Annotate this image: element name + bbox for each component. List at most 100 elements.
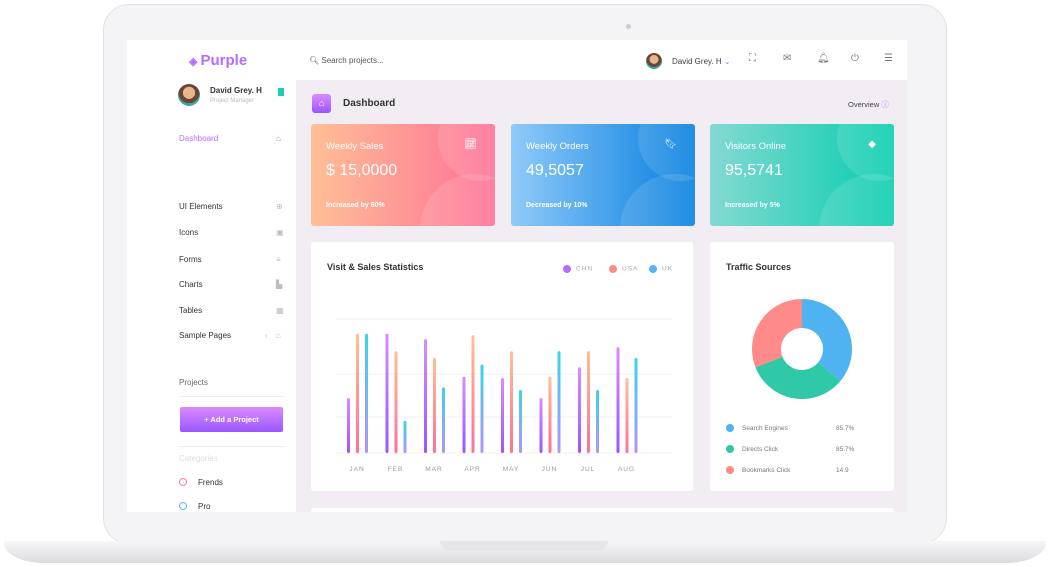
bar-uk-jul [596,390,599,453]
card-weekly-orders: Weekly Orders 49,5057 Decreased by 10% 🔖︎ [511,124,695,226]
bookmark-icon [278,88,284,96]
sidebar-item-icons[interactable]: Icons [179,228,199,237]
legend-label: Search Engines [742,425,788,432]
laptop-base [4,541,1046,563]
fullscreen-icon[interactable]: ⛶ [749,53,756,64]
sidebar-item-dashboard[interactable]: Dashboard [179,134,219,143]
home-icon: ⌂ [312,94,331,113]
bar-usa-aug [625,377,629,453]
contacts-icon: ▣ [276,228,284,237]
logo-text: Purple [200,52,248,69]
bar-usa-apr [471,335,475,453]
circle-icon [179,502,187,510]
card-footer: Increased by 5% [725,202,780,209]
sidebar-item-tables[interactable]: Tables [179,306,203,315]
card-title: Weekly Orders [526,141,589,152]
power-icon[interactable]: ⏻ [851,53,859,64]
card-title: Visitors Online [725,141,787,152]
legend-label: Directs Click [742,446,779,453]
decor-circle [438,124,495,181]
avatar[interactable] [646,53,662,69]
bar-usa-feb [394,351,398,453]
sidebar-item-sample-pages[interactable]: Sample Pages [179,331,232,340]
chevron-left-icon: ‹ [265,331,268,340]
screen: ◈ Purple 🔍︎ Search projects... David Gre… [127,40,907,512]
user-name: David Grey. H [672,57,722,66]
legend-dot [726,445,734,453]
legend-label: CHN [576,265,594,273]
bar-usa-mar [433,357,436,453]
bar-chn-jul [578,367,581,453]
bar-uk-feb [403,420,407,453]
next-panel [311,508,894,512]
user-menu[interactable]: David Grey. H ⌄ [672,57,731,66]
bar-uk-aug [634,357,638,453]
traffic-sources-panel: Traffic Sources Search Engines 85.7% Dir… [710,242,894,491]
donut-slice-directs-click [755,356,841,399]
bar-chn-aug [616,347,620,453]
card-footer: Decreased by 10% [526,202,588,209]
page-title: Dashboard [343,98,396,109]
search-placeholder: Search projects... [321,56,384,65]
bar-chn-mar [424,339,427,453]
legend-dot [563,265,571,273]
decor-circle [837,124,894,181]
legend-uk: UK [649,265,673,273]
home-icon: ⌂ [276,134,281,143]
legend-dot [649,265,657,273]
chart-title: Visit & Sales Statistics [327,262,424,272]
legend-label: UK [662,265,674,273]
main-content: ⌂ Dashboard Overview ⓘ Weekly Sales $ 15,… [296,80,907,512]
sidebar: David Grey. H Project Manager Dashboard … [127,80,296,512]
legend-label: USA [622,265,639,273]
search-icon: 🔍︎ [309,56,322,65]
profile-role: Project Manager [210,98,255,104]
chart-bar-icon: ▙ [276,280,283,289]
decor-circle [819,174,894,226]
chart-line-icon: 📈︎ [464,139,477,150]
x-tick-label: MAY [503,466,520,473]
legend-value: 14.9 [836,467,849,474]
legend-label: Bookmarks Click [742,467,791,474]
bar-uk-apr [480,364,484,453]
overview-link[interactable]: Overview ⓘ [848,99,889,110]
legend-usa: USA [609,265,638,273]
sidebar-item-ui-elements[interactable]: UI Elements [179,202,223,211]
divider [179,396,285,397]
decor-circle [420,174,495,226]
category-pro[interactable]: Pro [198,502,211,511]
donut-chart [752,299,852,399]
bar-chn-feb [385,333,389,453]
add-project-button[interactable]: + Add a Project [180,407,283,432]
chart-title: Traffic Sources [726,262,792,272]
bar-chn-jun [539,398,543,453]
x-tick-label: APR [464,466,480,473]
bookmark-icon: 🔖︎ [664,139,677,150]
projects-heading: Projects [179,378,208,387]
sidebar-item-charts[interactable]: Charts [179,280,203,289]
legend-dot [609,265,617,273]
x-tick-label: JUN [542,466,558,473]
laptop-notch [440,541,608,551]
lock-icon: ⌂ [276,331,281,340]
bell-icon[interactable]: 🔔︎ [817,53,830,64]
menu-icon[interactable]: ☰ [884,53,893,64]
mail-icon[interactable]: ✉ [783,53,792,64]
sidebar-item-forms[interactable]: Forms [179,255,202,264]
overview-label: Overview [848,100,880,109]
categories-heading: Categories [179,454,218,463]
x-tick-label: MAR [425,466,442,473]
bar-chn-jan [347,398,350,453]
bar-usa-jan [356,333,359,453]
x-tick-label: AUG [618,466,635,473]
card-value: $ 15,0000 [326,162,398,179]
legend-dot [726,466,734,474]
donut-slice-bookmarks-click [752,299,802,368]
bar-chn-may [501,377,504,453]
circle-icon [179,478,187,486]
bar-usa-jun [548,376,552,453]
diamond-icon: ◆ [868,139,876,150]
search-input[interactable]: 🔍︎ Search projects... [309,56,384,65]
category-frends[interactable]: Frends [198,478,223,487]
logo[interactable]: ◈ Purple [189,52,247,69]
